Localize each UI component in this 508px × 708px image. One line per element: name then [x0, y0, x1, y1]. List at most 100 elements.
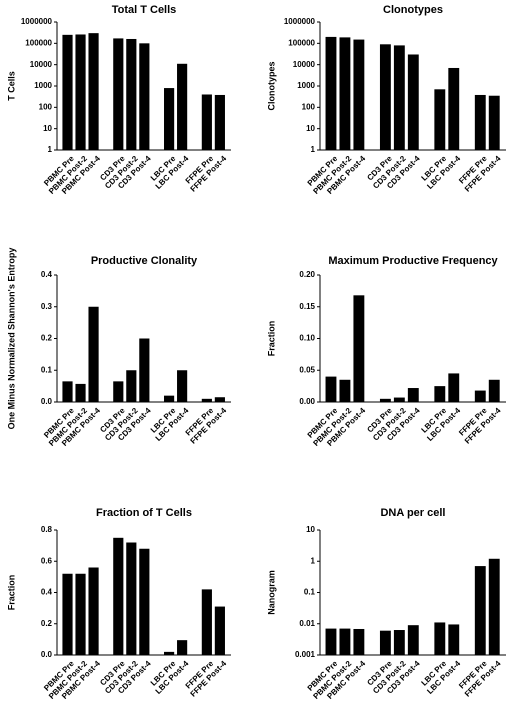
- y-tick-label: 0.0: [41, 650, 53, 659]
- y-tick-label: 10000: [293, 60, 316, 69]
- chart-title: Fraction of T Cells: [96, 507, 192, 519]
- bar: [88, 567, 99, 655]
- bar: [393, 397, 405, 402]
- bar: [339, 37, 351, 150]
- bar: [88, 306, 99, 402]
- bar: [353, 628, 365, 655]
- y-tick-label: 0.2: [41, 334, 53, 343]
- bar: [434, 386, 446, 402]
- bar: [339, 379, 351, 402]
- bar: [75, 34, 86, 150]
- bar: [75, 383, 86, 402]
- bar: [434, 622, 446, 655]
- bar: [164, 88, 175, 150]
- bar: [113, 537, 124, 655]
- bar: [62, 34, 73, 150]
- y-axis-label: T Cells: [6, 71, 16, 101]
- chart-title: DNA per cell: [380, 507, 445, 519]
- bar: [488, 95, 500, 150]
- bar: [448, 373, 460, 402]
- y-tick-label: 100: [39, 102, 53, 111]
- y-tick-label: 0.6: [41, 556, 53, 565]
- y-tick-label: 100: [302, 102, 316, 111]
- chart-panel-1: Total T Cells T Cells 1 10 100 1000 10000 10000…: [6, 4, 231, 196]
- chart-title: Clonotypes: [383, 4, 443, 16]
- bar: [407, 625, 419, 655]
- bar: [177, 640, 188, 655]
- y-axis-label: Nanogram: [266, 570, 276, 615]
- bar: [488, 379, 500, 402]
- bar: [474, 566, 486, 655]
- bar: [353, 295, 365, 402]
- y-tick-label: 0.001: [295, 650, 316, 659]
- y-tick-label: 0.15: [299, 302, 315, 311]
- y-tick-label: 1: [311, 556, 316, 565]
- y-tick-label: 0.1: [41, 365, 53, 374]
- y-tick-label: 0.10: [299, 334, 315, 343]
- chart-title: Total T Cells: [112, 4, 177, 16]
- y-tick-label: 10: [306, 124, 315, 133]
- y-tick-label: 0.4: [41, 588, 53, 597]
- bar: [75, 573, 86, 655]
- bar: [325, 36, 337, 150]
- bar: [88, 33, 99, 150]
- y-tick-label: 10000: [30, 60, 53, 69]
- y-tick-label: 0.8: [41, 525, 53, 534]
- bar: [62, 573, 73, 655]
- bar: [393, 630, 405, 655]
- y-axis-label: One Minus Normalized Shannon's Entropy: [6, 248, 16, 430]
- bar: [339, 628, 351, 655]
- chart-title: Productive Clonality: [91, 255, 198, 267]
- y-tick-label: 0.05: [299, 365, 315, 374]
- y-tick-label: 0.00: [299, 397, 315, 406]
- y-axis-label: Clonotypes: [266, 61, 276, 110]
- chart-panel-2: Clonotypes Clonotypes 1 10 100 1000 10000 10000…: [266, 4, 506, 196]
- chart-panel-6: DNA per cellNanogram0.0010.010.1110PBMC …: [266, 507, 506, 701]
- bar: [113, 381, 124, 402]
- y-tick-label: 0.1: [304, 588, 316, 597]
- y-axis-label: Fraction: [266, 321, 276, 357]
- bar: [113, 38, 124, 150]
- bar: [325, 628, 337, 655]
- bar: [353, 39, 365, 150]
- y-tick-label: 1: [48, 145, 53, 154]
- y-tick-label: 0.3: [41, 302, 53, 311]
- bar: [474, 94, 486, 150]
- bar: [488, 558, 500, 655]
- y-tick-label: 0.4: [41, 270, 53, 279]
- bar: [214, 606, 225, 655]
- bar: [126, 38, 137, 150]
- bar: [325, 376, 337, 402]
- bar: [201, 398, 212, 402]
- y-tick-label: 0.0: [41, 397, 53, 406]
- bar: [407, 54, 419, 150]
- bar: [434, 89, 446, 150]
- bar: [139, 43, 150, 151]
- bar: [474, 390, 486, 402]
- bar: [201, 94, 212, 150]
- bar: [126, 542, 137, 655]
- y-tick-label: 0.2: [41, 619, 53, 628]
- bar: [214, 397, 225, 402]
- bar: [379, 398, 391, 402]
- y-tick-label: 0.01: [299, 619, 315, 628]
- y-tick-label: 1: [311, 145, 316, 154]
- bar: [164, 651, 175, 655]
- chart-panel-4: Maximum Productive Frequency Fraction 0.00…: [266, 255, 506, 448]
- chart-title: Maximum Productive Frequency: [328, 255, 498, 267]
- y-tick-label: 10: [43, 124, 52, 133]
- bar: [139, 338, 150, 402]
- y-tick-label: 100000: [25, 38, 52, 47]
- y-tick-label: 1000: [297, 81, 315, 90]
- bar: [393, 45, 405, 151]
- bar: [379, 44, 391, 150]
- bar: [126, 370, 137, 402]
- chart-panel-3: Productive Clonality One Minus Normalized…: [6, 248, 231, 448]
- y-tick-label: 10: [306, 525, 315, 534]
- bar: [448, 624, 460, 655]
- bar: [379, 630, 391, 655]
- y-tick-label: 1000000: [21, 17, 53, 26]
- bar: [164, 395, 175, 402]
- y-tick-label: 0.20: [299, 270, 315, 279]
